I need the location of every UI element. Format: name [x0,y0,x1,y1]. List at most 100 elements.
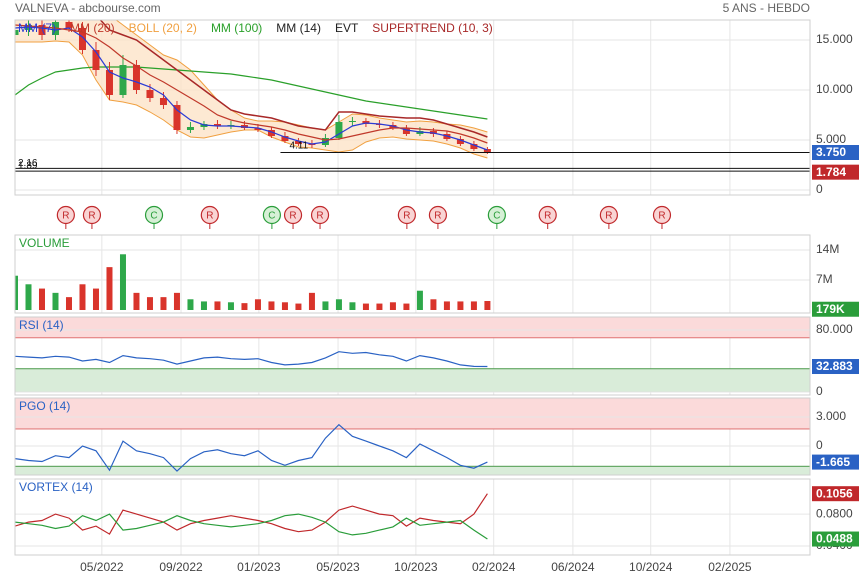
candle-body [402,128,410,134]
event-marker [283,205,303,225]
candle-body [456,139,464,144]
last-value-label: 0.0488 [816,532,853,546]
event-marker [599,205,618,225]
last-value-box [812,359,859,375]
y-tick-label: 15.000 [816,32,853,46]
candle-body [173,105,181,130]
event-marker [144,205,164,225]
y-tick-label: 7M [816,272,833,286]
volume-bar [227,302,234,310]
legend-entry: EVT [335,21,359,35]
event-marker [428,205,448,225]
zone [15,368,810,393]
last-value-label: 32.883 [816,359,853,373]
volume-bar [376,303,383,310]
volume-bar [389,302,396,310]
volume-bar [65,297,72,310]
x-tick-label: 05/2022 [80,560,124,574]
last-value-label: -1.665 [816,455,850,469]
candle-body [254,128,262,130]
panel-frame [14,234,811,314]
candle-body [38,25,46,35]
legend-entry: MM (100) [211,21,262,35]
volume-bar [281,302,288,310]
zone [15,398,810,430]
panel-title: VOLUME [19,236,70,250]
candle-body [483,149,491,153]
last-value-box [812,486,859,502]
candle-body [15,30,19,35]
event-label: R [62,211,69,222]
legend-entry: MM (14) [276,21,321,35]
candle-body [65,22,73,28]
candle-body [105,70,113,95]
panel-frame [14,478,811,556]
candle-body [213,124,221,126]
panel-title: VORTEX (14) [19,480,93,494]
panel-plot [15,493,810,547]
overlay-line [99,20,488,138]
event-marker [200,205,219,225]
event-label: R [206,211,213,222]
volume-bar [214,301,221,310]
candle-body [159,98,167,105]
last-value-box [812,454,859,470]
volume-bar [133,292,140,310]
volume-bar [241,303,248,310]
panel-plot [15,398,810,475]
candle-body [281,136,289,141]
last-value-label: 0.1056 [816,486,853,500]
volume-bar [173,292,180,310]
level-label: 2.16 [18,158,38,169]
event-marker [538,205,557,225]
zone [15,465,810,475]
candle-body [294,141,302,144]
panel-frame [14,397,811,476]
y-tick-label: 3.000 [816,409,846,423]
y-tick-label: 0 [816,384,823,398]
candle-body [78,28,86,50]
volume-bar [254,299,261,310]
legend-entry: BOLL (20, 2) [129,21,197,35]
last-value-box [812,164,859,180]
candle-body [92,50,100,70]
volume-bar [349,302,356,310]
last-value-label: 1.784 [816,165,846,179]
panel-frame [14,19,811,196]
candle-body [132,65,140,90]
volume-bar [38,288,45,310]
event-label: R [434,211,441,222]
volume-bar [106,267,113,310]
legend-entry: MM (20) [70,21,115,35]
y-tick-label: 10.000 [816,82,853,96]
panel-plot [15,317,810,393]
indicator-line [15,513,488,540]
last-value-label: 179K [816,302,845,316]
volume-bar [79,284,86,310]
last-value-label: 3.750 [816,145,846,159]
legend-entry: MM (7) [18,21,56,35]
event-label: C [493,211,500,222]
chart-title: VALNEVA - abcbourse.com [15,1,161,15]
indicator-line [15,493,488,535]
last-value-box [812,301,859,317]
volume-bar [15,275,18,310]
volume-bar [308,292,315,310]
volume-bar [416,290,423,310]
event-marker [652,205,672,225]
event-label: R [289,211,296,222]
volume-bar [443,301,450,310]
x-tick-label: 01/2023 [237,560,281,574]
overlay-line [15,24,488,144]
event-label: C [268,211,275,222]
panel-title: PGO (14) [19,399,70,413]
volume-bar [457,301,464,310]
volume-bar [119,254,126,310]
event-label: R [403,211,410,222]
candle-body [119,65,127,95]
bollinger-lower [15,40,488,159]
panel-frame [14,316,811,396]
candle-body [267,130,275,136]
candle-body [470,144,478,149]
